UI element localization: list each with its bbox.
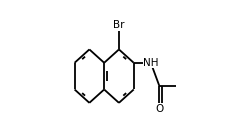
Text: NH: NH — [142, 58, 158, 68]
Text: O: O — [154, 104, 163, 114]
Text: Br: Br — [113, 20, 124, 30]
